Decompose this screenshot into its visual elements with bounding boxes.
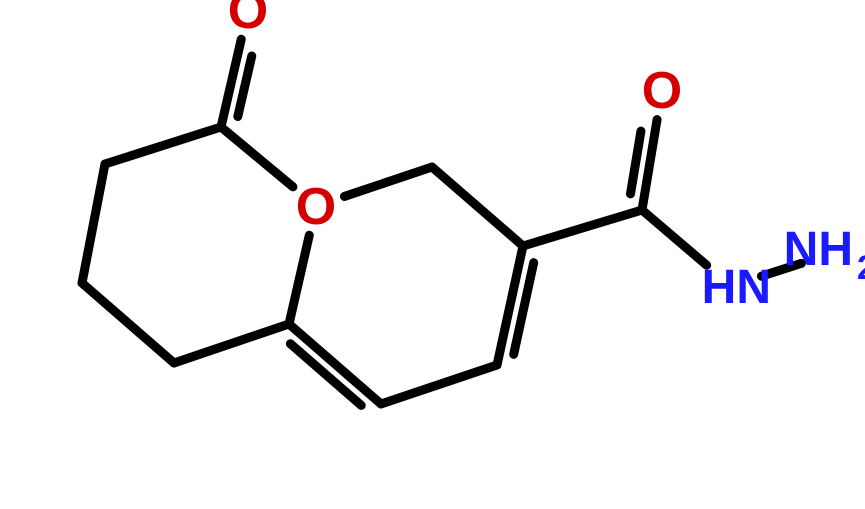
diagram-background xyxy=(0,0,865,509)
atom-label: O xyxy=(228,0,268,40)
molecule-diagram: O O O HNNH2 xyxy=(0,0,865,509)
atom-label: O xyxy=(296,178,336,236)
atom-label: HN xyxy=(702,261,771,314)
atom-label-subscript: 2 xyxy=(857,249,865,287)
atom-label: O xyxy=(642,62,682,120)
atom-label: NH xyxy=(784,223,853,276)
